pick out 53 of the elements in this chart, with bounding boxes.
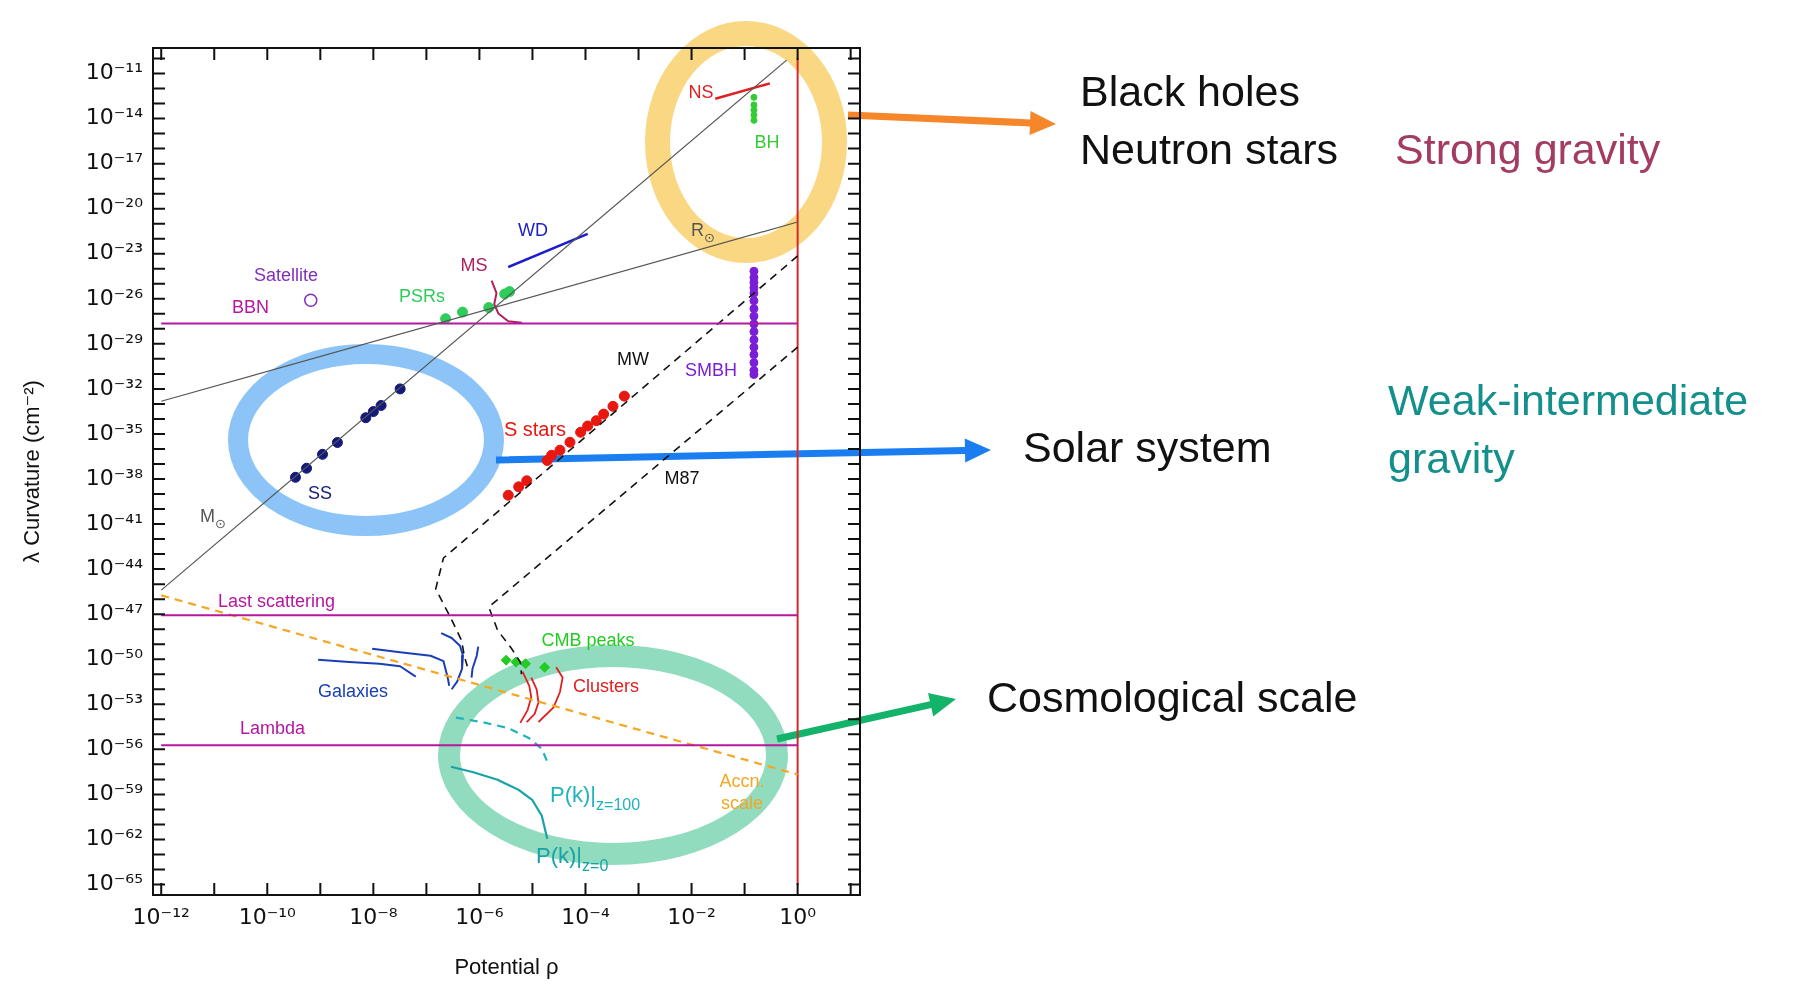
x-tick-label: 10⁻⁴: [561, 903, 610, 929]
y-tick-label: 10⁻⁵³: [85, 690, 143, 715]
text: Cosmological scale: [987, 672, 1358, 721]
text: Neutron stars: [1080, 124, 1339, 173]
text: Solar system: [1023, 422, 1272, 471]
text: Weak-intermediate gravity: [1388, 375, 1749, 482]
text: Strong gravity: [1395, 124, 1661, 173]
series-label: BH: [754, 131, 780, 152]
y-tick-label: 10⁻³⁵: [85, 419, 143, 445]
series-label: Lambda: [240, 717, 307, 738]
series-label: NS: [688, 81, 714, 102]
series-label: CMB peaks: [541, 629, 635, 650]
x-tick-label: 10⁻⁶: [455, 903, 504, 929]
y-tick-label: 10⁻²⁶: [85, 284, 144, 310]
y-tick-label: 10⁻⁴⁷: [85, 599, 143, 625]
y-tick-label: 10⁻⁶²: [85, 825, 143, 851]
series-label: S stars: [503, 417, 567, 440]
series-label: Satellite: [253, 264, 319, 285]
y-tick-label: 10⁻²³: [85, 239, 143, 265]
series-label: SS: [307, 482, 333, 503]
series-label: WD: [518, 219, 549, 240]
x-axis-title: Potential ρ: [454, 953, 559, 979]
series-label: MW: [617, 348, 649, 369]
y-tick-label: 10⁻⁴¹: [85, 509, 143, 535]
series-label: PSRs: [398, 285, 446, 306]
y-tick-label: 10⁻⁵⁰: [85, 644, 144, 670]
series-label: M87: [664, 467, 700, 488]
series-label: Galaxies: [317, 680, 389, 701]
y-tick-label: 10⁻⁵⁹: [85, 780, 143, 806]
y-tick-label: 10⁻⁵⁶: [85, 735, 144, 761]
x-tick-label: 10⁻²: [667, 903, 716, 929]
y-tick-label: 10⁻³⁸: [85, 464, 144, 490]
series-label: Last scattering: [218, 590, 336, 611]
x-tick-label: 10⁻¹⁰: [238, 903, 297, 929]
x-tick-label: 10⁻⁸: [349, 903, 398, 929]
series-label: BBN: [232, 296, 270, 317]
x-tick-label: 10⁻¹²: [132, 903, 190, 929]
y-axis-title: λ Curvature (cm⁻²): [19, 380, 45, 563]
y-tick-label: 10⁻³²: [85, 374, 143, 400]
x-tick-label: 10⁰: [779, 903, 817, 929]
y-tick-label: 10⁻⁴⁴: [85, 554, 144, 580]
annotation: M⊙: [200, 505, 226, 532]
y-tick-label: 10⁻²⁰: [85, 194, 144, 220]
y-tick-label: 10⁻⁶⁵: [85, 870, 143, 896]
y-tick-label: 10⁻¹⁷: [85, 149, 143, 175]
y-tick-label: 10⁻¹⁴: [85, 104, 144, 130]
annotation: R⊙: [691, 219, 715, 246]
text: Black holes: [1080, 66, 1300, 115]
y-tick-label: 10⁻¹¹: [85, 59, 143, 85]
series-label: SMBH: [685, 359, 738, 380]
series-label: Clusters: [572, 675, 640, 696]
y-tick-label: 10⁻²⁹: [85, 329, 143, 355]
series-label: MS: [460, 254, 488, 275]
